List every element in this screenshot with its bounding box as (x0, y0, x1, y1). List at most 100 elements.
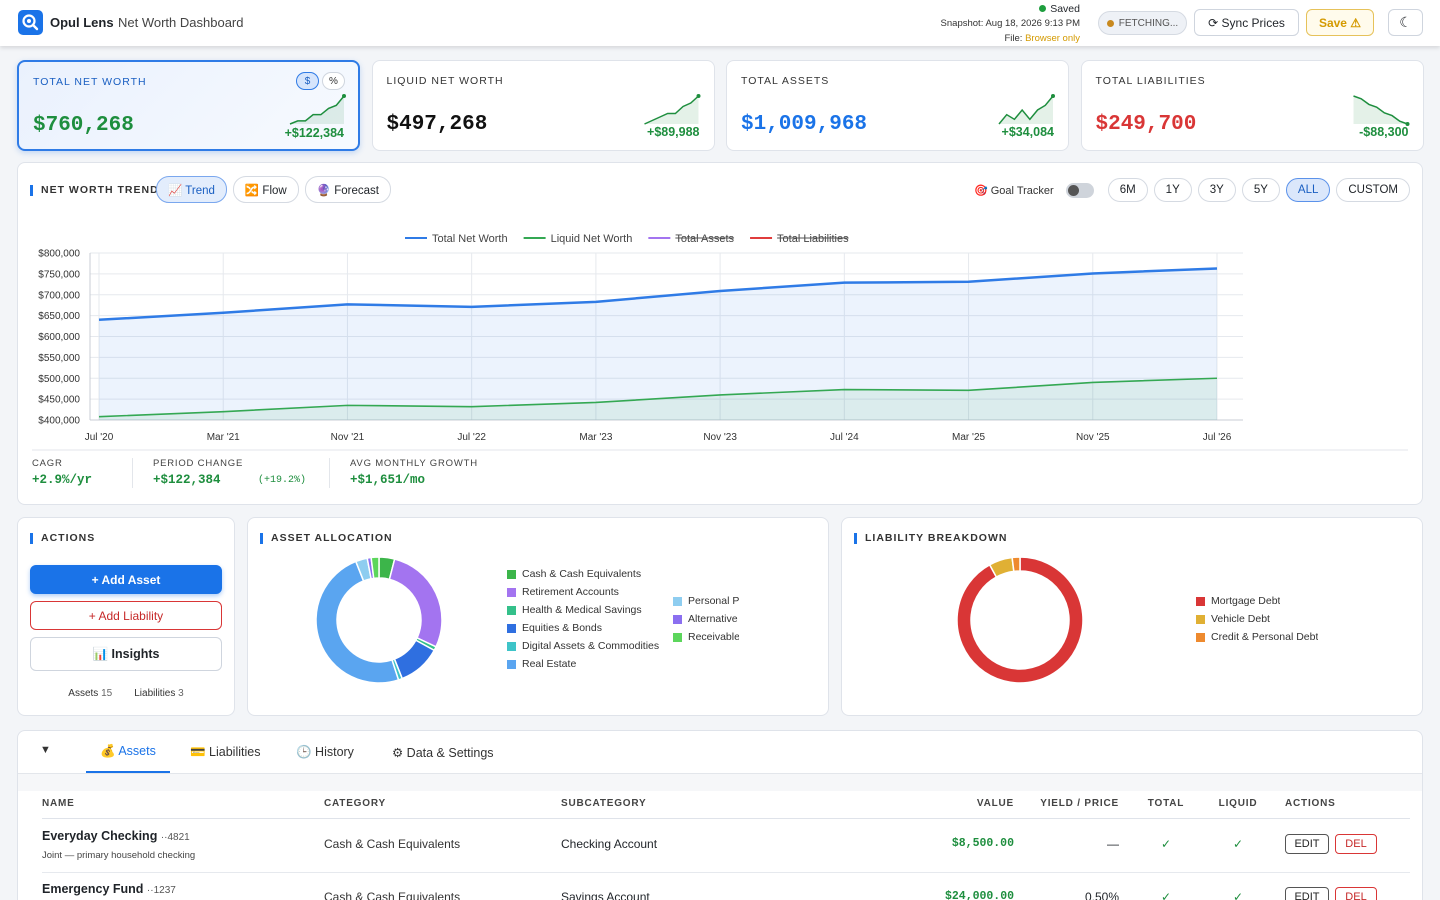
column-header: NAME (42, 798, 75, 809)
legend-swatch (507, 623, 516, 633)
legend-item: Credit & Personal Debt (1196, 631, 1318, 643)
range-button[interactable]: 5Y (1241, 178, 1280, 202)
tab[interactable]: 💰 Assets (86, 731, 170, 773)
cell-liquid: ✓ (1232, 890, 1244, 900)
save-status: Saved (1050, 3, 1080, 15)
legend-swatch (507, 641, 516, 651)
column-header: VALUE (976, 798, 1014, 809)
row-rule (42, 872, 1410, 873)
kpi-change: -$88,300 (1359, 125, 1409, 139)
legend-label: Digital Assets & Commodities (522, 640, 660, 652)
kpi-value: $1,009,968 (741, 113, 868, 136)
legend-label: Mortgage Debt (1211, 595, 1281, 607)
legend-label: Real Estate (522, 658, 577, 670)
legend-label: Alternative (688, 613, 738, 625)
cell-yield: — (1107, 837, 1119, 851)
unit-toggle[interactable]: % (322, 72, 345, 90)
kpi-change: +$34,084 (1001, 125, 1054, 139)
column-header: TOTAL (1147, 798, 1185, 809)
donut-card: LIABILITY BREAKDOWN (841, 517, 1423, 716)
range-button[interactable]: 6M (1107, 178, 1148, 202)
app-name: Opul Lens (50, 15, 114, 30)
legend-item: Cash & Cash Equivalents (507, 568, 641, 580)
legend-item: Equities & Bonds (507, 622, 602, 634)
unit-toggle[interactable]: $ (296, 72, 319, 90)
stat-label: AVG MONTHLY GROWTH (350, 458, 478, 469)
column-header: SUBCATEGORY (561, 798, 647, 809)
file-value: Browser only (1025, 33, 1080, 44)
cell-total: ✓ (1160, 837, 1172, 851)
cell-subcategory: Checking Account (561, 837, 658, 851)
kpi-card: TOTAL LIABILITIES $249,700 -$88,300 (1080, 60, 1424, 151)
stat-label: PERIOD CHANGE (153, 458, 244, 469)
tabs-card: ▼ 💰 Assets 💳 Liabilities 🕒 History ⚙ Data & … (17, 730, 1423, 900)
range-button[interactable]: ALL (1285, 178, 1331, 202)
range-button[interactable]: 3Y (1197, 178, 1236, 202)
stat-note: (+19.2%) (258, 475, 307, 486)
legend-item: Digital Assets & Commodities (507, 640, 659, 652)
action-button[interactable]: + Add Asset (30, 565, 222, 594)
range-button[interactable]: 1Y (1153, 178, 1192, 202)
save-button[interactable]: Save ⚠ (1306, 9, 1374, 36)
row-action[interactable]: DEL (1335, 887, 1377, 900)
section-title: LIABILITY BREAKDOWN (854, 533, 1007, 544)
kpi-card: LIQUID NET WORTH $497,268 +$89,988 (371, 60, 715, 151)
actions-card: ACTIONS + Add Asset + Add Liability 📊 Insig… (17, 517, 235, 716)
view-tab[interactable]: 🔮 Forecast (304, 176, 391, 203)
legend-swatch (507, 569, 516, 579)
range-button[interactable]: CUSTOM (1336, 178, 1410, 202)
row-action[interactable]: EDIT (1285, 887, 1329, 900)
collapse-toggle[interactable]: ▼ (40, 744, 51, 756)
asset-name: Emergency Fund ··1237 (42, 882, 176, 896)
goal-switch[interactable] (1065, 182, 1094, 198)
section-title: ASSET ALLOCATION (260, 533, 393, 544)
stat-value: +$1,651/mo (350, 473, 426, 487)
legend-item: Alternative (673, 613, 738, 625)
goal-tracker: 🎯 Goal Tracker (973, 184, 1054, 197)
table-band (18, 774, 1422, 791)
legend-swatch (673, 596, 682, 606)
header-rule (42, 818, 1410, 819)
kpi-card: TOTAL ASSETS $1,009,968 +$34,084 (726, 60, 1069, 151)
sync-button[interactable]: ⟳ Sync Prices (1194, 9, 1299, 36)
cell-category: Cash & Cash Equivalents (324, 890, 461, 900)
legend-item: Retirement Accounts (507, 586, 619, 598)
column-header: CATEGORY (324, 798, 386, 809)
legend-label: Vehicle Debt (1211, 613, 1270, 625)
action-button[interactable]: + Add Liability (30, 601, 222, 630)
count: Liabilities 3 (134, 688, 183, 699)
cell-yield: 0.50% (1084, 890, 1119, 900)
name: Everyday Checking (42, 829, 158, 843)
count-label: Liabilities (134, 688, 176, 699)
row-action[interactable]: DEL (1335, 834, 1377, 854)
legend-label: Credit & Personal Debt (1211, 631, 1319, 643)
tab[interactable]: 💳 Liabilities (190, 744, 261, 759)
counts: Assets 15 Liabilities 3 (18, 688, 234, 699)
legend-item: Real Estate (507, 658, 576, 670)
stat-divider (132, 458, 133, 488)
theme-toggle[interactable]: ☾ (1388, 9, 1423, 36)
view-tab[interactable]: 🔀 Flow (232, 176, 299, 203)
kpi-label: TOTAL LIABILITIES (1095, 75, 1206, 87)
legend-label: Equities & Bonds (522, 622, 602, 634)
legend-label: Retirement Accounts (522, 586, 619, 598)
kpi-value: $497,268 (386, 113, 488, 136)
legend-label: Receivable (688, 631, 739, 643)
cell-category: Cash & Cash Equivalents (324, 837, 461, 851)
tab[interactable]: 🕒 History (296, 744, 354, 759)
row-action[interactable]: EDIT (1285, 834, 1329, 854)
legend-item: Personal P (673, 595, 739, 607)
range-bar: 🎯 Goal Tracker 6M 1Y 3Y 5Y ALL CUSTOM (974, 178, 1410, 202)
action-button[interactable]: 📊 Insights (30, 637, 222, 671)
kpi-card: TOTAL NET WORTH $760,268 +$122,384 $% (17, 60, 360, 151)
logo (18, 10, 43, 35)
view-tab[interactable]: 📈 Trend (156, 176, 227, 203)
column-header: ACTIONS (1285, 798, 1336, 809)
price-status-text: FETCHING... (1118, 17, 1179, 29)
cell-liquid: ✓ (1232, 837, 1244, 851)
legend-swatch (1196, 614, 1205, 624)
tab[interactable]: ⚙ Data & Settings (392, 745, 494, 760)
account: ··1237 (146, 885, 176, 896)
